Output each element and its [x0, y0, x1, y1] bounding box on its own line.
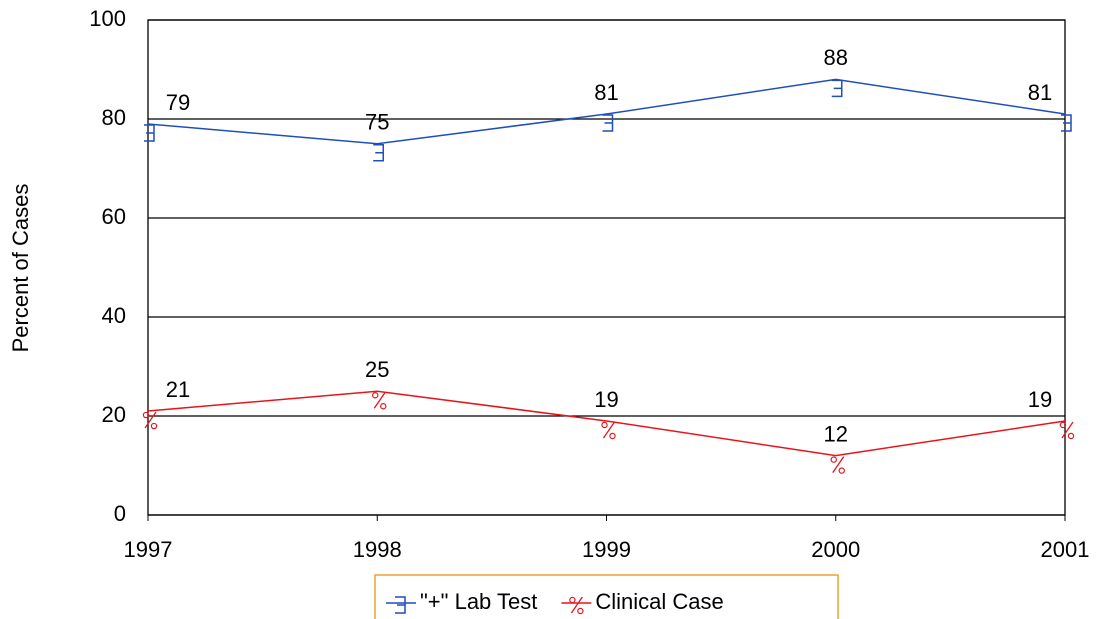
marker-shape	[1059, 421, 1067, 429]
marker-shape	[831, 79, 843, 98]
marker	[1059, 421, 1075, 440]
data-label: 75	[365, 110, 389, 135]
marker	[601, 421, 616, 440]
marker-shape	[373, 391, 386, 409]
x-tick-label: 1998	[353, 537, 402, 562]
legend-marker	[569, 596, 584, 615]
marker-shape	[602, 114, 614, 132]
data-label: 12	[824, 421, 848, 446]
marker	[373, 144, 384, 162]
marker-shape	[372, 392, 379, 399]
marker	[602, 114, 614, 132]
data-label: 88	[824, 45, 848, 70]
marker-shape	[609, 432, 616, 440]
marker-shape	[577, 607, 584, 615]
data-label: 19	[1028, 387, 1052, 412]
y-axis-label: Percent of Cases	[8, 184, 33, 353]
x-tick-label: 2001	[1041, 537, 1090, 562]
marker-shape	[830, 456, 837, 463]
marker-shape	[602, 421, 616, 439]
data-label: 79	[166, 90, 190, 115]
marker-shape	[1061, 114, 1072, 132]
marker-shape	[373, 144, 384, 162]
marker-shape	[144, 411, 157, 429]
plot-border	[147, 19, 1066, 516]
marker-shape	[395, 596, 406, 614]
marker	[144, 124, 155, 142]
y-tick-label: 100	[89, 6, 126, 31]
y-tick-label: 0	[114, 501, 126, 526]
marker-shape	[1067, 432, 1075, 440]
marker	[1061, 114, 1072, 132]
marker-shape	[142, 411, 150, 419]
y-tick-label: 80	[102, 105, 126, 130]
series-line	[147, 78, 1066, 145]
legend-marker	[395, 596, 406, 614]
legend-label: Clinical Case	[595, 589, 723, 614]
marker-shape	[570, 596, 583, 614]
y-tick-label: 20	[102, 402, 126, 427]
legend-label: "+" Lab Test	[420, 589, 537, 614]
data-label: 81	[594, 80, 618, 105]
marker	[142, 411, 158, 430]
legend: "+" Lab Test Clinical Case	[374, 574, 839, 619]
data-label: 21	[166, 377, 190, 402]
marker-shape	[144, 124, 155, 142]
x-tick-label: 1997	[124, 537, 173, 562]
data-label: 81	[1028, 80, 1052, 105]
marker-shape	[601, 421, 608, 429]
marker-shape	[832, 456, 845, 473]
data-label: 19	[594, 387, 618, 412]
marker-shape	[838, 467, 845, 474]
marker-shape	[380, 403, 387, 410]
marker-shape	[1061, 421, 1074, 439]
marker	[830, 456, 845, 474]
marker	[372, 391, 387, 410]
marker	[831, 79, 843, 98]
legend-box	[374, 574, 839, 619]
x-tick-label: 2000	[811, 537, 860, 562]
series-line	[147, 390, 1066, 457]
x-tick-label: 1999	[582, 537, 631, 562]
marker-shape	[150, 422, 158, 430]
marker-shape	[569, 596, 576, 604]
data-label: 25	[365, 357, 389, 382]
y-tick-label: 40	[102, 303, 126, 328]
y-tick-label: 60	[102, 204, 126, 229]
